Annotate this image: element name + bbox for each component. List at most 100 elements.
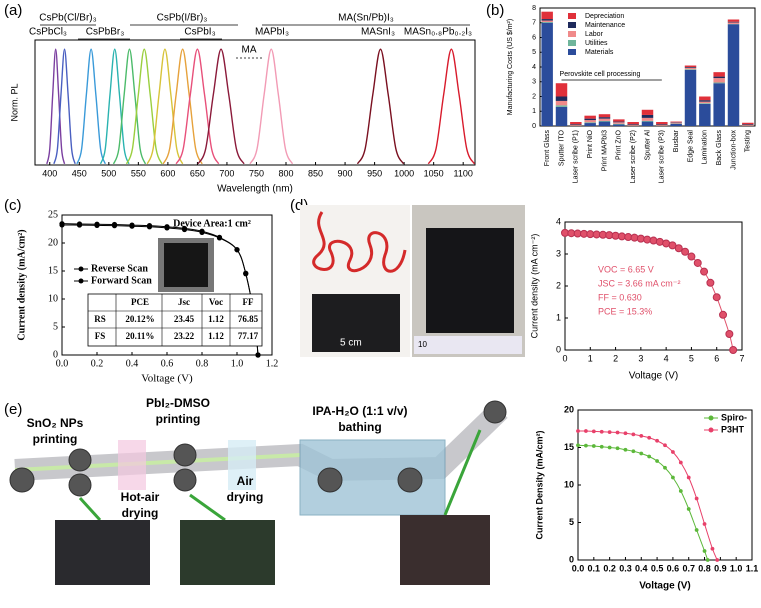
x-tick-label: 0.5 xyxy=(651,563,664,573)
y-tick-label: 4 xyxy=(532,64,536,71)
data-point xyxy=(686,475,691,480)
data-point xyxy=(607,430,612,435)
bar-segment xyxy=(641,120,654,122)
table-cell: 1.12 xyxy=(208,331,224,341)
annotation: MAPbI₃ xyxy=(255,27,289,38)
data-point xyxy=(623,447,628,452)
arrow xyxy=(443,429,482,516)
bar-segment xyxy=(613,122,625,124)
x-tick-label: 0.9 xyxy=(714,563,727,573)
data-point xyxy=(591,444,596,448)
bar-segment xyxy=(555,106,568,126)
bar-segment xyxy=(670,122,682,124)
data-point xyxy=(655,459,659,463)
panel-label: (b) xyxy=(486,2,504,19)
legend-label: Utilities xyxy=(585,40,608,47)
bar-segment xyxy=(641,121,654,126)
table-cell: 77.17 xyxy=(238,331,259,341)
y-tick-label: 5 xyxy=(569,517,574,527)
x-tick-label: 7 xyxy=(739,353,744,363)
y-tick-label: 20 xyxy=(564,404,574,414)
x-tick-label: 0.3 xyxy=(619,563,632,573)
x-tick-label: 0.2 xyxy=(91,358,104,369)
bar-segment xyxy=(598,117,611,119)
data-point xyxy=(129,223,135,229)
bar-segment xyxy=(699,96,711,101)
step-label: printing xyxy=(156,412,201,426)
x-tick-label: Junction-box xyxy=(730,130,737,170)
bar-segment xyxy=(584,122,596,124)
table-cell: 20.11% xyxy=(126,331,155,341)
x-tick-label: 950 xyxy=(367,168,382,178)
data-point xyxy=(243,270,249,276)
y-tick-label: 2 xyxy=(556,280,561,290)
bar-segment xyxy=(742,124,754,125)
data-point xyxy=(234,247,240,253)
data-point xyxy=(76,222,83,228)
y-tick-label: 0 xyxy=(53,349,58,360)
bar-segment xyxy=(613,121,625,123)
annotation: MASn₀.₈Pb₀.₂I₃ xyxy=(404,27,472,38)
hot-air-zone xyxy=(118,440,146,490)
x-tick-label: 1000 xyxy=(394,168,414,178)
data-point xyxy=(584,429,588,433)
bar-segment xyxy=(613,119,625,122)
step-label: PbI₂-DMSO xyxy=(146,396,210,410)
x-tick-label: Print NiO xyxy=(587,129,594,158)
y-tick-label: 5 xyxy=(53,321,58,332)
y-tick-label: 5 xyxy=(532,49,536,56)
x-tick-label: 0.8 xyxy=(698,563,711,573)
bar-segment xyxy=(613,123,625,125)
bar-segment xyxy=(555,105,568,107)
data-point xyxy=(94,222,100,228)
x-tick-label: 1.0 xyxy=(231,358,244,369)
data-point xyxy=(164,225,170,231)
series-line xyxy=(175,48,220,165)
bar-segment xyxy=(727,24,740,127)
bar-segment xyxy=(555,96,568,101)
bar-segment xyxy=(656,124,668,126)
roller xyxy=(68,473,92,497)
x-tick-label: Print ZnO xyxy=(616,129,623,160)
scale-label: 5 cm xyxy=(340,338,362,349)
bar-segment xyxy=(627,122,639,125)
step-label: Hot-air xyxy=(121,490,160,504)
bar-segment xyxy=(699,103,711,126)
bar-segment xyxy=(570,124,582,126)
x-tick-label: 1.0 xyxy=(730,563,743,573)
table-cell: 23.45 xyxy=(174,314,195,324)
step-label: printing xyxy=(33,432,78,446)
x-tick-label: 4 xyxy=(664,353,669,363)
y-tick-label: 1 xyxy=(532,108,536,115)
data-point xyxy=(706,278,715,287)
series-line xyxy=(99,48,130,165)
x-tick-label: Testing xyxy=(745,130,752,152)
data-point xyxy=(639,433,644,438)
data-point xyxy=(694,528,699,532)
table-header: PCE xyxy=(131,297,149,307)
bar-segment xyxy=(541,19,553,21)
x-tick-label: Lamination xyxy=(702,130,709,164)
step-label: IPA-H₂O (1:1 v/v) xyxy=(312,404,407,418)
x-tick-label: 0.1 xyxy=(588,563,601,573)
table-header: Jsc xyxy=(178,297,190,307)
bar-segment xyxy=(727,19,740,22)
data-point xyxy=(668,241,677,250)
y-tick-label: 7 xyxy=(532,20,536,27)
roller xyxy=(173,443,197,467)
data-point xyxy=(687,252,696,261)
bar-segment xyxy=(670,121,682,123)
annotation: CsPbBr₃ xyxy=(86,27,125,38)
bar-segment xyxy=(598,120,611,122)
y-axis-label: Manufacturing Costs (US $/m²) xyxy=(507,19,514,115)
series-line xyxy=(162,48,203,165)
data-point xyxy=(702,549,707,553)
bar-segment xyxy=(684,69,697,126)
x-tick-label: 600 xyxy=(160,168,175,178)
annotation: FF = 0.630 xyxy=(598,292,642,302)
bar-segment xyxy=(541,11,553,20)
legend-marker xyxy=(708,415,714,421)
data-point xyxy=(59,222,65,228)
annotation: Device Area:1 cm² xyxy=(173,218,251,229)
y-tick-label: 10 xyxy=(564,479,574,489)
